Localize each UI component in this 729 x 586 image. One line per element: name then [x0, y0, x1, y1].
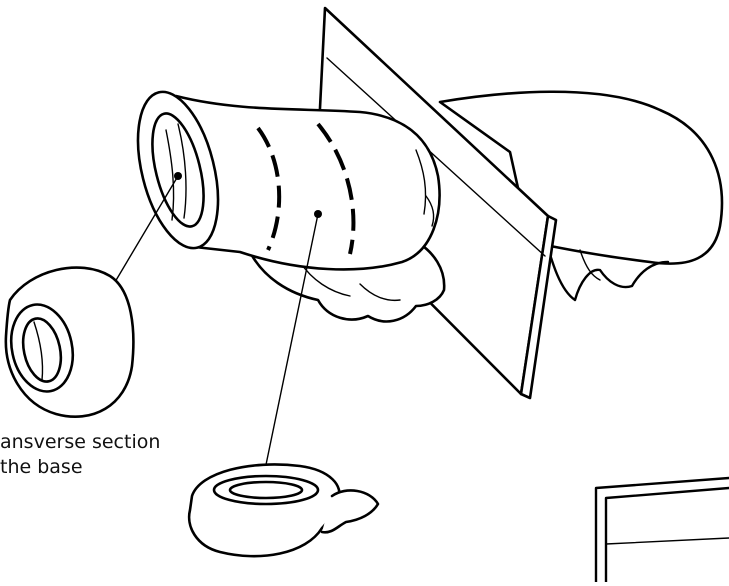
transverse-section-ring-left — [4, 266, 135, 419]
caption-line-1: ansverse section — [0, 431, 161, 453]
wing-bud-distal-part — [438, 90, 724, 302]
transverse-section-ring-bottom — [187, 463, 380, 558]
partial-frame-bottom-right — [594, 476, 729, 584]
caption-line-2: the base — [0, 456, 83, 478]
